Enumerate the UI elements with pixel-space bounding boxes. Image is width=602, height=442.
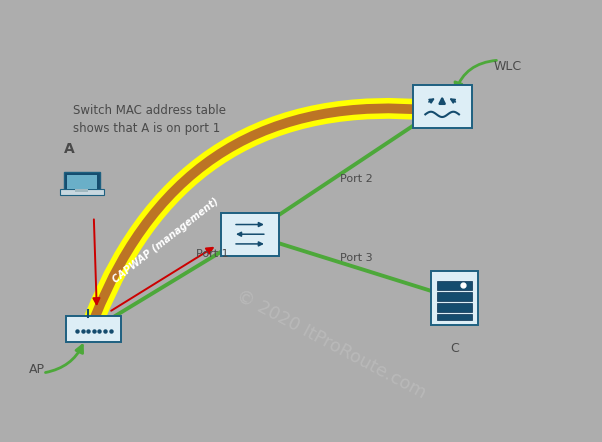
FancyBboxPatch shape (431, 271, 477, 325)
FancyBboxPatch shape (220, 213, 279, 256)
Text: Port 2: Port 2 (340, 174, 373, 184)
Text: C: C (450, 342, 459, 355)
FancyArrowPatch shape (455, 61, 497, 90)
FancyBboxPatch shape (66, 316, 121, 342)
FancyArrowPatch shape (95, 108, 433, 317)
Text: AP: AP (29, 363, 45, 376)
FancyBboxPatch shape (67, 175, 97, 189)
Text: CAPWAP (management): CAPWAP (management) (111, 196, 221, 285)
FancyBboxPatch shape (60, 189, 104, 194)
FancyBboxPatch shape (436, 303, 471, 312)
FancyBboxPatch shape (75, 189, 88, 192)
Text: Switch MAC address table
shows that A is on port 1: Switch MAC address table shows that A is… (73, 104, 226, 135)
FancyBboxPatch shape (64, 172, 100, 191)
FancyBboxPatch shape (436, 281, 471, 290)
Text: WLC: WLC (493, 61, 521, 73)
FancyArrowPatch shape (46, 345, 82, 373)
Text: Port 3: Port 3 (340, 253, 373, 263)
FancyArrowPatch shape (95, 108, 433, 317)
FancyBboxPatch shape (436, 314, 471, 320)
Text: A: A (64, 142, 75, 156)
Text: © 2020 ItProRoute.com: © 2020 ItProRoute.com (233, 286, 429, 402)
FancyBboxPatch shape (436, 292, 471, 301)
FancyBboxPatch shape (413, 85, 471, 128)
Text: Port 1: Port 1 (196, 249, 229, 259)
